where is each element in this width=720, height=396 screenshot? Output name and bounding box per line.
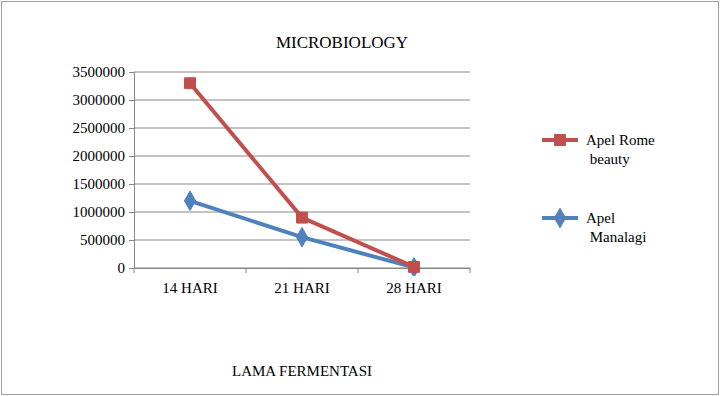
legend-label: Apel Rome beauty	[586, 132, 655, 167]
x-tick-label: 28 HARI	[386, 280, 441, 296]
series-marker	[185, 78, 196, 89]
y-tick: 3000000	[73, 92, 135, 108]
y-tick: 3500000	[73, 64, 135, 80]
grid-line	[134, 100, 470, 101]
series-marker	[409, 261, 420, 272]
y-tick: 1000000	[73, 204, 135, 220]
legend-label-line: Apel Rome	[586, 132, 655, 148]
x-axis-title: LAMA FERMENTASI	[232, 363, 372, 379]
x-tick: 21 HARI	[274, 268, 329, 296]
x-tick: 14 HARI	[162, 268, 217, 296]
x-tick-label: 21 HARI	[274, 280, 329, 296]
legend: Apel Rome beauty Apel Manalagi	[542, 132, 655, 245]
x-tick-label: 14 HARI	[162, 280, 217, 296]
category-boundary	[246, 268, 247, 273]
legend-label-line: Manalagi	[586, 229, 646, 245]
y-tick-label: 2000000	[73, 148, 126, 164]
legend-label-line: Apel	[586, 210, 615, 226]
chart: 0 500000 1000000 1500000 2000000 2500000 30000…	[0, 0, 720, 396]
x-axis-line	[135, 268, 471, 269]
legend-marker	[555, 135, 566, 146]
plot-area	[184, 78, 419, 276]
chart-title: MICROBIOLOGY	[276, 33, 408, 52]
grid-line	[134, 156, 470, 157]
y-tick: 2500000	[73, 120, 135, 136]
y-tick: 1500000	[73, 176, 135, 192]
series-line	[190, 83, 414, 267]
y-tick-mark	[129, 240, 134, 241]
y-tick: 2000000	[73, 148, 135, 164]
category-boundary	[358, 268, 359, 273]
y-tick-label: 3500000	[73, 64, 126, 80]
y-tick-label: 1000000	[73, 204, 126, 220]
legend-item: Apel Manalagi	[542, 208, 646, 245]
y-tick-mark	[129, 128, 134, 129]
y-tick-mark	[129, 100, 134, 101]
y-tick-label: 2500000	[73, 120, 126, 136]
legend-item: Apel Rome beauty	[542, 132, 655, 167]
category-boundary	[134, 268, 135, 273]
y-tick: 500000	[80, 232, 134, 248]
series-marker	[408, 258, 419, 276]
legend-label: Apel Manalagi	[586, 210, 646, 245]
chart-frame	[2, 2, 719, 395]
y-tick-label: 1500000	[73, 176, 126, 192]
grid-line	[134, 184, 470, 185]
y-tick-mark	[129, 212, 134, 213]
x-axis: 14 HARI 21 HARI 28 HARI	[134, 268, 471, 296]
y-tick-label: 500000	[80, 232, 125, 248]
grid-line	[134, 128, 470, 129]
category-boundary	[470, 268, 471, 273]
series-line	[190, 201, 414, 268]
y-tick-label: 0	[118, 260, 126, 276]
grid-line	[134, 72, 470, 73]
legend-label-line: beauty	[586, 151, 630, 167]
y-tick-mark	[129, 268, 134, 269]
y-tick-label: 3000000	[73, 92, 126, 108]
y-axis: 0 500000 1000000 1500000 2000000 2500000 30000…	[73, 64, 135, 276]
legend-marker	[554, 208, 565, 228]
y-tick-mark	[129, 72, 134, 73]
y-tick-mark	[129, 184, 134, 185]
grid	[134, 72, 470, 268]
series-marker	[184, 191, 195, 211]
series-marker	[297, 212, 308, 223]
y-axis-line	[129, 73, 135, 269]
y-tick-mark	[129, 156, 134, 157]
y-tick: 0	[118, 260, 135, 276]
series-marker	[296, 227, 307, 247]
